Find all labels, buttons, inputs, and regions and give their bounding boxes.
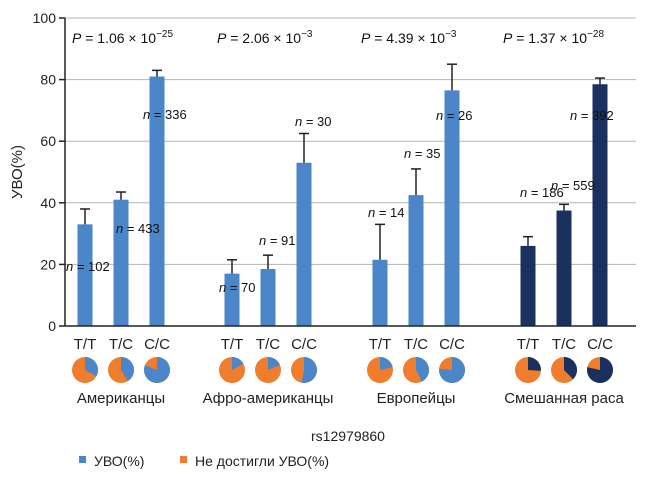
pie-svr-slice <box>121 357 134 381</box>
legend-swatch-no-svr <box>180 456 187 463</box>
bar <box>520 245 536 326</box>
genotype-label: T/C <box>404 336 428 353</box>
genotype-label: C/C <box>587 336 613 353</box>
bar <box>556 210 572 326</box>
n-label: n = 91 <box>259 233 296 248</box>
genotype-label: C/C <box>439 336 465 353</box>
p-value-label: P = 1.06 × 10−25 <box>72 29 173 46</box>
genotype-label: T/T <box>517 336 540 353</box>
y-tick-label: 60 <box>40 133 56 149</box>
y-tick-label: 0 <box>48 318 56 334</box>
bar <box>260 269 276 326</box>
y-ticks: 0 20 40 60 80 100 <box>33 10 65 334</box>
n-label: n = 433 <box>116 221 160 236</box>
pie-svr-slice <box>301 357 318 384</box>
pie-svr-slice <box>528 357 542 371</box>
group-labels: Американцы Афро-американцы Европейцы Смешан… <box>77 390 625 407</box>
pie-svr-slice <box>439 357 466 384</box>
bar <box>408 195 424 326</box>
n-label: n = 102 <box>66 259 110 274</box>
y-axis-label: УВО(%) <box>9 145 26 199</box>
p-value-label: P = 2.06 × 10−3 <box>217 29 313 46</box>
bar <box>592 84 608 326</box>
bar <box>77 224 93 326</box>
genotype-label: T/C <box>552 336 576 353</box>
pie-svr-slice <box>144 357 171 384</box>
pie-svr-slice <box>564 357 577 380</box>
axes <box>64 18 636 327</box>
bar <box>149 76 165 327</box>
genotype-label: C/C <box>144 336 170 353</box>
pie-svr-slice <box>587 357 614 384</box>
group-label: Афро-американцы <box>203 390 334 407</box>
n-labels: n = 102 n = 433 n = 336 n = 70 n = 91 n = 30 n… <box>66 107 614 295</box>
genotype-label: T/C <box>109 336 133 353</box>
p-value-label: P = 1.37 × 10−28 <box>503 29 604 46</box>
legend: УВО(%) Не достигли УВО(%) <box>79 453 329 469</box>
n-label: n = 70 <box>219 280 256 295</box>
legend-label-no-svr: Не достигли УВО(%) <box>195 453 329 469</box>
group-label: Европейцы <box>377 390 456 407</box>
genotype-labels: T/T T/C C/C T/T T/C C/C T/T T/C C/C T/T T/C C/C <box>74 336 613 353</box>
legend-label-svr: УВО(%) <box>94 453 144 469</box>
pie-svr-slice <box>268 357 280 370</box>
n-label: n = 35 <box>404 146 441 161</box>
bar <box>372 259 388 326</box>
n-label: n = 559 <box>551 178 595 193</box>
pie-svr-slice <box>232 357 244 370</box>
bar <box>113 199 129 326</box>
group-label: Американцы <box>77 390 165 407</box>
n-label: n = 392 <box>570 108 614 123</box>
n-label: n = 186 <box>520 185 564 200</box>
n-label: n = 26 <box>436 108 473 123</box>
genotype-label: T/T <box>369 336 392 353</box>
genotype-label: T/T <box>221 336 244 353</box>
bar <box>296 162 312 326</box>
genotype-label: C/C <box>291 336 317 353</box>
pie-svr-slice <box>416 357 430 382</box>
y-tick-label: 80 <box>40 72 56 88</box>
p-value-label: P = 4.39 × 10−3 <box>361 29 457 46</box>
y-tick-label: 40 <box>40 195 56 211</box>
bars <box>77 76 608 327</box>
error-bars <box>80 63 605 274</box>
n-label: n = 30 <box>295 114 332 129</box>
genotype-label: T/T <box>74 336 97 353</box>
y-tick-label: 100 <box>33 10 57 26</box>
group-label: Смешанная раса <box>504 390 624 407</box>
x-axis-label: rs12979860 <box>311 428 385 444</box>
n-label: n = 14 <box>368 205 405 220</box>
n-label: n = 336 <box>143 107 187 122</box>
y-tick-label: 20 <box>40 256 56 272</box>
genotype-label: T/C <box>256 336 280 353</box>
legend-swatch-svr <box>79 456 86 463</box>
pie-charts <box>72 357 614 384</box>
pie-svr-slice <box>380 357 393 370</box>
bar <box>224 273 240 326</box>
pie-svr-slice <box>85 357 98 377</box>
p-value-labels: P = 1.06 × 10−25 P = 2.06 × 10−3 P = 4.39 … <box>72 29 604 46</box>
bar <box>444 90 460 326</box>
